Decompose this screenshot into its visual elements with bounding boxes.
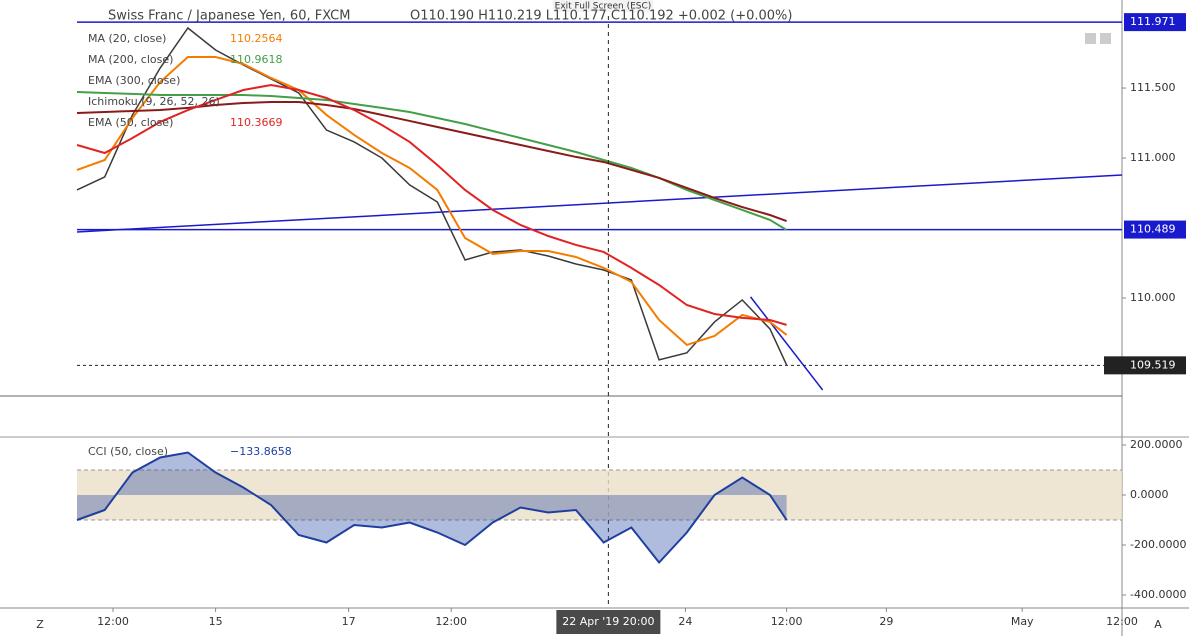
collapse-button[interactable] <box>1085 33 1096 44</box>
legend-label: MA (20, close) <box>88 32 166 45</box>
price-tag <box>1104 356 1186 375</box>
x-tick-label: 24 <box>678 615 692 628</box>
cci-area <box>77 452 787 563</box>
crosshair-tag <box>556 610 661 634</box>
legend-label: MA (200, close) <box>88 53 173 66</box>
legend-value: 110.9618 <box>230 53 283 66</box>
trend-line <box>76 174 1123 233</box>
legend-label: CCI (50, close) <box>88 445 168 458</box>
y-tick-label: -200.0000 <box>1130 538 1186 551</box>
y-tick-label: 200.0000 <box>1130 438 1183 451</box>
y-tick-label: 111.500 <box>1130 81 1176 94</box>
price-tag-label: 110.489 <box>1130 223 1176 236</box>
x-tick-label: May <box>1011 615 1034 628</box>
legend-label: EMA (300, close) <box>88 74 180 87</box>
price-tag <box>1124 13 1186 32</box>
series-line <box>76 451 788 565</box>
zoom-icon[interactable]: Z <box>36 618 44 631</box>
series-line <box>76 55 788 347</box>
legend-value: −133.8658 <box>230 445 292 458</box>
x-tick-label: 29 <box>879 615 893 628</box>
ohlc: O110.190 H110.219 L110.177 C110.192 +0.0… <box>410 9 792 24</box>
x-tick-label: 15 <box>209 615 223 628</box>
indicator-label: Ichimoku (9, 26, 52, 26) <box>88 95 220 108</box>
y-tick-label: 0.0000 <box>1130 488 1169 501</box>
price-tag <box>1124 220 1186 239</box>
legend-label: EMA (50, close) <box>88 116 173 129</box>
series-line <box>76 83 787 326</box>
price-tag-label: 109.519 <box>1130 358 1176 371</box>
chart-title: Swiss Franc / Japanese Yen, 60, FXCM <box>108 9 350 24</box>
auto-scale[interactable]: A <box>1154 618 1162 631</box>
legend-value: 110.3669 <box>230 116 283 129</box>
x-tick-label: 12:00 <box>97 615 129 628</box>
tooltip: Exit Full Screen (ESC) <box>555 2 652 12</box>
cci-band <box>77 470 1122 520</box>
x-tick-label: 12:00 <box>771 615 803 628</box>
maximize-button[interactable] <box>1100 33 1111 44</box>
crosshair-label: 22 Apr '19 20:00 <box>562 615 654 628</box>
x-tick-label: 12:00 <box>435 615 467 628</box>
tooltip-box <box>553 0 653 12</box>
price-tag-label: 111.971 <box>1130 15 1176 28</box>
legend-value: 110.2564 <box>230 32 283 45</box>
series-line <box>76 26 788 366</box>
y-tick-label: -400.0000 <box>1130 588 1186 601</box>
y-tick-label: 110.000 <box>1130 291 1176 304</box>
trend-line <box>749 296 824 391</box>
x-tick-label: 12:00 <box>1106 615 1138 628</box>
x-tick-label: 17 <box>342 615 356 628</box>
y-tick-label: 111.000 <box>1130 151 1176 164</box>
series-line <box>76 90 788 231</box>
